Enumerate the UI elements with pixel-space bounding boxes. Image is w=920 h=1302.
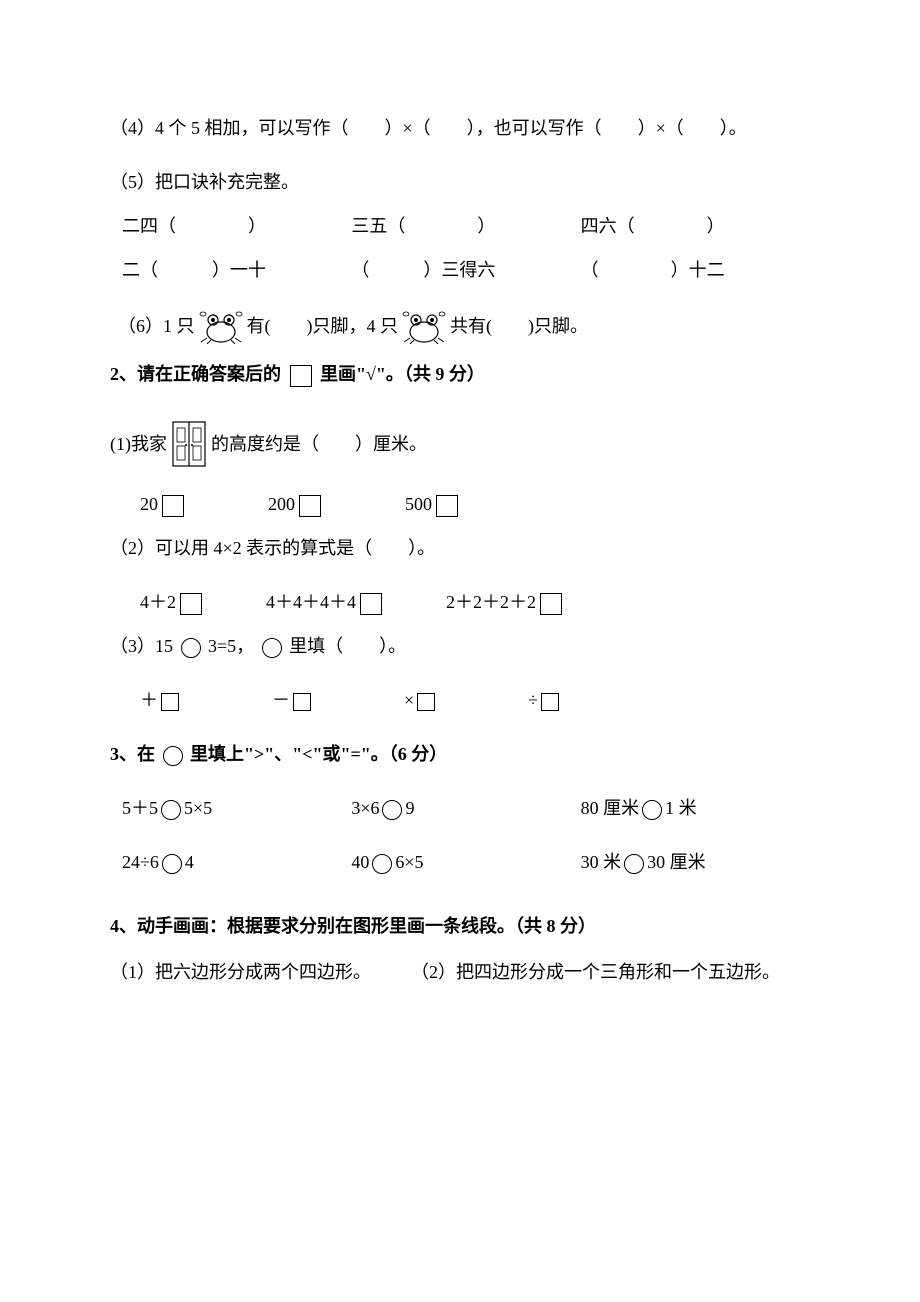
q2-1-opt-a: 20: [140, 486, 188, 522]
q2-3-opt-a: ＋: [140, 682, 182, 718]
q3-row1-c: 80 厘米1 米: [581, 790, 810, 826]
question-2-1: (1)我家 的高度约是（ ）厘米。: [110, 420, 810, 468]
q6-prefix: （6）1 只: [118, 308, 195, 344]
q3-row1-a: 5＋55×5: [122, 790, 351, 826]
q2-1-options: 20 200 500: [110, 486, 810, 522]
q2-3-opt-b: －: [272, 682, 314, 718]
checkbox-box: [436, 495, 458, 517]
q2-3-opt-c: ×: [404, 682, 438, 718]
checkbox-box: [299, 495, 321, 517]
checkbox-box: [290, 365, 312, 387]
q5-row2-b: （ ）三得六: [351, 252, 580, 288]
q2-1-opt-b: 200: [268, 486, 325, 522]
question-5-row1: 二四（ ） 三五（ ） 四六（ ）: [110, 208, 810, 244]
q3-row2-c: 30 米30 厘米: [581, 844, 810, 880]
q2-1-prefix: (1)我家: [110, 426, 167, 462]
section-4-subs: （1）把六边形分成两个四边形。 （2）把四边形分成一个三角形和一个五边形。: [110, 954, 810, 990]
blank-circle: [181, 638, 201, 658]
question-4: （4）4 个 5 相加，可以写作（ ）×（ ），也可以写作（ ）×（ ）。: [110, 110, 810, 146]
q4-text: （4）4 个 5 相加，可以写作（ ）×（ ），也可以写作（ ）×（ ）。: [110, 118, 747, 138]
q2-2-options: 4＋2 4＋4＋4＋4 2＋2＋2＋2: [110, 584, 810, 620]
section-2-title-b: 里画"√"。（共 9 分）: [320, 364, 485, 384]
section-3-title-b: 里填上">"、"<"或"="。（6 分）: [190, 744, 447, 764]
q6-suffix: 共有( )只脚。: [450, 308, 588, 344]
section-2-title-a: 2、请在正确答案后的: [110, 364, 281, 384]
q5-row1-a: 二四（ ）: [122, 208, 351, 244]
blank-circle: [382, 800, 402, 820]
q6-mid1: 有( )只脚，4 只: [247, 308, 399, 344]
blank-circle: [162, 854, 182, 874]
q3-row1: 5＋55×5 3×69 80 厘米1 米: [110, 790, 810, 826]
blank-circle: [372, 854, 392, 874]
checkbox-box: [293, 693, 311, 711]
q5-row2-c: （ ）十二: [581, 252, 810, 288]
question-5-row2: 二（ ）一十 （ ）三得六 （ ）十二: [110, 252, 810, 288]
q2-3-mid: 3=5，: [208, 636, 254, 656]
frog-icon: [402, 306, 446, 344]
q5-row2-a: 二（ ）一十: [122, 252, 351, 288]
question-5-title: （5）把口诀补充完整。: [110, 164, 810, 200]
blank-circle: [262, 638, 282, 658]
blank-circle: [624, 854, 644, 874]
question-6: （6）1 只 有( )只脚，4 只 共有( )只脚。: [110, 306, 810, 344]
frog-icon: [199, 306, 243, 344]
q2-3-prefix: （3）15: [110, 636, 173, 656]
section-2-title: 2、请在正确答案后的 里画"√"。（共 9 分）: [110, 356, 810, 392]
blank-circle: [642, 800, 662, 820]
q5-row1-c: 四六（ ）: [581, 208, 810, 244]
checkbox-box: [541, 693, 559, 711]
q2-3-suffix: 里填（ ）。: [289, 636, 406, 656]
q2-1-opt-c: 500: [405, 486, 462, 522]
q3-row2-a: 24÷64: [122, 844, 351, 880]
checkbox-box: [162, 495, 184, 517]
checkbox-box: [360, 593, 382, 615]
q2-2-opt-b: 4＋4＋4＋4: [266, 584, 386, 620]
q2-2-opt-c: 2＋2＋2＋2: [446, 584, 566, 620]
section-4-title: 4、动手画画：根据要求分别在图形里画一条线段。（共 8 分）: [110, 908, 810, 944]
checkbox-box: [161, 693, 179, 711]
section-3-title-a: 3、在: [110, 744, 155, 764]
checkbox-box: [540, 593, 562, 615]
blank-circle: [161, 800, 181, 820]
q4-sub2: （2）把四边形分成一个三角形和一个五边形。: [411, 954, 780, 990]
q2-3-options: ＋ － × ÷: [110, 682, 810, 718]
question-2-2: （2）可以用 4×2 表示的算式是（ ）。: [110, 530, 810, 566]
q2-1-suffix: 的高度约是（ ）厘米。: [211, 426, 427, 462]
q3-row2: 24÷64 406×5 30 米30 厘米: [110, 844, 810, 880]
q4-sub1: （1）把六边形分成两个四边形。: [110, 954, 371, 990]
q3-row2-b: 406×5: [351, 844, 580, 880]
door-icon: [171, 420, 207, 468]
q3-row1-b: 3×69: [351, 790, 580, 826]
question-2-3: （3）15 3=5， 里填（ ）。: [110, 628, 810, 664]
q2-2-opt-a: 4＋2: [140, 584, 206, 620]
q2-3-opt-d: ÷: [528, 682, 562, 718]
q5-row1-b: 三五（ ）: [351, 208, 580, 244]
blank-circle: [163, 746, 183, 766]
checkbox-box: [417, 693, 435, 711]
checkbox-box: [180, 593, 202, 615]
section-3-title: 3、在 里填上">"、"<"或"="。（6 分）: [110, 736, 810, 772]
